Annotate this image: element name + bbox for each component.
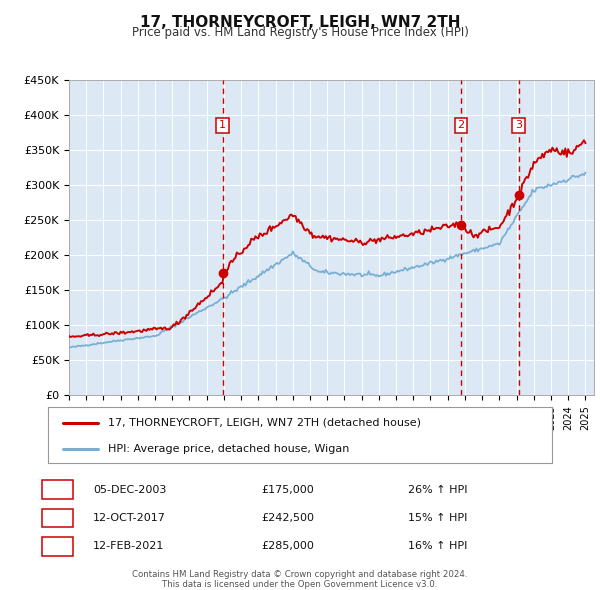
- Text: This data is licensed under the Open Government Licence v3.0.: This data is licensed under the Open Gov…: [163, 579, 437, 589]
- Text: Price paid vs. HM Land Registry's House Price Index (HPI): Price paid vs. HM Land Registry's House …: [131, 26, 469, 39]
- Text: £242,500: £242,500: [261, 513, 314, 523]
- Text: Contains HM Land Registry data © Crown copyright and database right 2024.: Contains HM Land Registry data © Crown c…: [132, 569, 468, 579]
- Text: £175,000: £175,000: [261, 485, 314, 494]
- Text: 26% ↑ HPI: 26% ↑ HPI: [408, 485, 467, 494]
- Text: £285,000: £285,000: [261, 542, 314, 551]
- Text: 15% ↑ HPI: 15% ↑ HPI: [408, 513, 467, 523]
- Text: 2: 2: [458, 120, 464, 130]
- Text: 3: 3: [54, 540, 61, 553]
- Text: 12-FEB-2021: 12-FEB-2021: [93, 542, 164, 551]
- Text: 12-OCT-2017: 12-OCT-2017: [93, 513, 166, 523]
- Text: HPI: Average price, detached house, Wigan: HPI: Average price, detached house, Wiga…: [109, 444, 350, 454]
- Text: 17, THORNEYCROFT, LEIGH, WN7 2TH: 17, THORNEYCROFT, LEIGH, WN7 2TH: [140, 15, 460, 30]
- Text: 16% ↑ HPI: 16% ↑ HPI: [408, 542, 467, 551]
- Text: 2: 2: [54, 512, 61, 525]
- Text: 17, THORNEYCROFT, LEIGH, WN7 2TH (detached house): 17, THORNEYCROFT, LEIGH, WN7 2TH (detach…: [109, 418, 421, 428]
- Text: 1: 1: [219, 120, 226, 130]
- Text: 1: 1: [54, 483, 61, 496]
- Text: 3: 3: [515, 120, 522, 130]
- Text: 05-DEC-2003: 05-DEC-2003: [93, 485, 166, 494]
